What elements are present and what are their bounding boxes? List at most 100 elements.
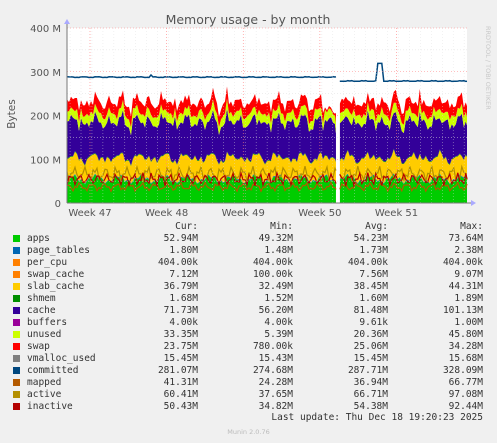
legend-row-swap_cache: swap_cache 7.12M 100.00k 7.56M 9.07M [0,269,497,281]
legend-row-buffers: buffers 4.00k 4.00k 9.61k 1.00M [0,317,497,329]
legend-max-value: 73.64M [448,233,483,244]
legend-row-slab_cache: slab_cache 36.79M 32.49M 38.45M 44.31M [0,281,497,293]
y-axis: 0 100 M 200 M 300 M 400 M [30,19,70,210]
legend-cur-value: 33.35M [163,329,198,340]
legend-avg-value: 1.73M [359,245,388,256]
legend-swatch-cache [13,307,20,314]
legend-avg-value: 287.71M [347,365,388,376]
legend-swatch-swap [13,343,20,350]
legend-cur-value: 41.31M [163,377,198,388]
line-active [66,164,337,184]
y-tick-label: 200 M [30,112,61,123]
last-update: Last update: Thu Dec 18 19:20:23 2025 [271,412,483,423]
memory-chart: Memory usage - by month Bytes RRDTOOL / … [0,0,497,221]
legend-max-value: 1.89M [454,293,483,304]
area-swap [339,89,467,125]
legend-cur-value: 7.12M [169,269,198,280]
legend-min-value: 49.32M [258,233,293,244]
legend-min-value: 56.20M [258,305,293,316]
legend-label: shmem [27,293,56,304]
legend-label: apps [27,233,50,244]
legend-header-max: Max: [460,221,483,232]
legend-swatch-unused [13,331,20,338]
legend-min-value: 37.65M [258,389,293,400]
rrdtool-watermark: RRDTOOL / TOBI OETIKER [484,26,492,110]
legend-cur-value: 60.41M [163,389,198,400]
legend-avg-value: 15.45M [353,353,388,364]
legend-avg-value: 81.48M [353,305,388,316]
area-unused [339,101,467,134]
area-page_tables [67,173,336,185]
legend-swatch-swap_cache [13,271,20,278]
legend-min-value: 4.00k [264,317,293,328]
legend-label: slab_cache [27,281,85,292]
legend-label: active [27,389,62,400]
legend-min-value: 274.68M [252,365,293,376]
legend-cur-value: 15.45M [163,353,198,364]
area-shmem [67,151,336,167]
legend-cur-value: 281.07M [157,365,198,376]
legend-cur-value: 36.79M [163,281,198,292]
legend-row-mapped: mapped 41.31M 24.28M 36.94M 66.77M [0,377,497,389]
legend-row-per_cpu: per_cpu 404.00k 404.00k 404.00k 404.00k [0,257,497,269]
x-axis: Week 47 Week 48 Week 49 Week 50 Week 51 [67,200,476,219]
legend-rows: apps 52.94M 49.32M 54.23M 73.64M page_tables 1… [0,233,497,413]
legend-label: swap_cache [27,269,85,280]
legend-max-value: 97.08M [448,389,483,400]
legend-avg-value: 1.60M [359,293,388,304]
legend-row-inactive: inactive 50.43M 34.82M 54.38M 92.44M [0,401,497,413]
legend-avg-value: 20.36M [353,329,388,340]
legend-min-value: 15.43M [258,353,293,364]
legend-swatch-active [13,391,20,398]
legend-min-value: 404.00k [252,257,293,268]
legend-min-value: 5.39M [264,329,293,340]
legend-row-unused: unused 33.35M 5.39M 20.36M 45.80M [0,329,497,341]
legend-min-value: 1.48M [264,245,293,256]
legend-swatch-apps [13,235,20,242]
legend-avg-value: 9.61k [359,317,388,328]
line-active [339,164,468,183]
area-apps [67,174,336,203]
legend-avg-value: 54.23M [353,233,388,244]
legend-max-value: 15.68M [448,353,483,364]
legend-swatch-shmem [13,295,20,302]
y-tick-label: 0 [55,199,61,210]
legend-header-avg: Avg: [365,221,388,232]
legend-max-value: 328.09M [442,365,483,376]
legend-label: inactive [27,401,73,412]
y-tick-label: 300 M [30,68,61,79]
x-tick-label: Week 50 [298,208,341,219]
legend-row-active: active 60.41M 37.65M 66.71M 97.08M [0,389,497,401]
y-tick-label: 100 M [30,155,61,166]
legend-avg-value: 66.71M [353,389,388,400]
legend-max-value: 101.13M [442,305,483,316]
x-tick-label: Week 49 [222,208,265,219]
legend-swatch-inactive [13,403,20,410]
legend-header: Cur: Min: Avg: Max: [0,221,497,233]
x-tick-label: Week 47 [68,208,111,219]
area-slab_cache [339,149,467,181]
legend-row-vmalloc_used: vmalloc_used 15.45M 15.43M 15.45M 15.68M [0,353,497,365]
legend-min-value: 1.52M [264,293,293,304]
legend-avg-value: 38.45M [353,281,388,292]
legend-avg-value: 54.38M [353,401,388,412]
legend-header-min: Min: [270,221,293,232]
legend-avg-value: 404.00k [347,257,388,268]
line-committed [339,62,468,83]
legend-cur-value: 404.00k [157,257,198,268]
legend-label: vmalloc_used [27,353,96,364]
x-axis-arrow [471,200,476,206]
line-mapped [339,181,468,193]
legend-min-value: 100.00k [252,269,293,280]
legend-swatch-page_tables [13,247,20,254]
legend-cur-value: 4.00k [169,317,198,328]
legend-min-value: 780.00k [252,341,293,352]
legend-max-value: 44.31M [448,281,483,292]
legend-cur-value: 23.75M [163,341,198,352]
legend-row-committed: committed 281.07M 274.68M 287.71M 328.09M [0,365,497,377]
legend-row-page_tables: page_tables 1.80M 1.48M 1.73M 2.38M [0,245,497,257]
legend: Cur: Min: Avg: Max: apps 52.94M 49.32M 54.2… [0,221,497,413]
legend-max-value: 1.00M [454,317,483,328]
legend-label: page_tables [27,245,90,256]
legend-row-swap: swap 23.75M 780.00k 25.06M 34.28M [0,341,497,353]
